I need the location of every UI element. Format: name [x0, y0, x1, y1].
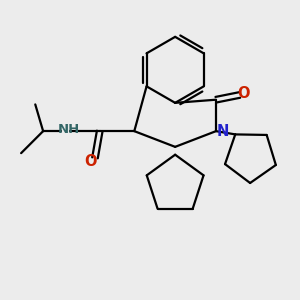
Text: O: O	[84, 154, 97, 169]
Text: O: O	[237, 86, 250, 101]
Text: N: N	[217, 124, 229, 139]
Text: NH: NH	[58, 123, 80, 136]
